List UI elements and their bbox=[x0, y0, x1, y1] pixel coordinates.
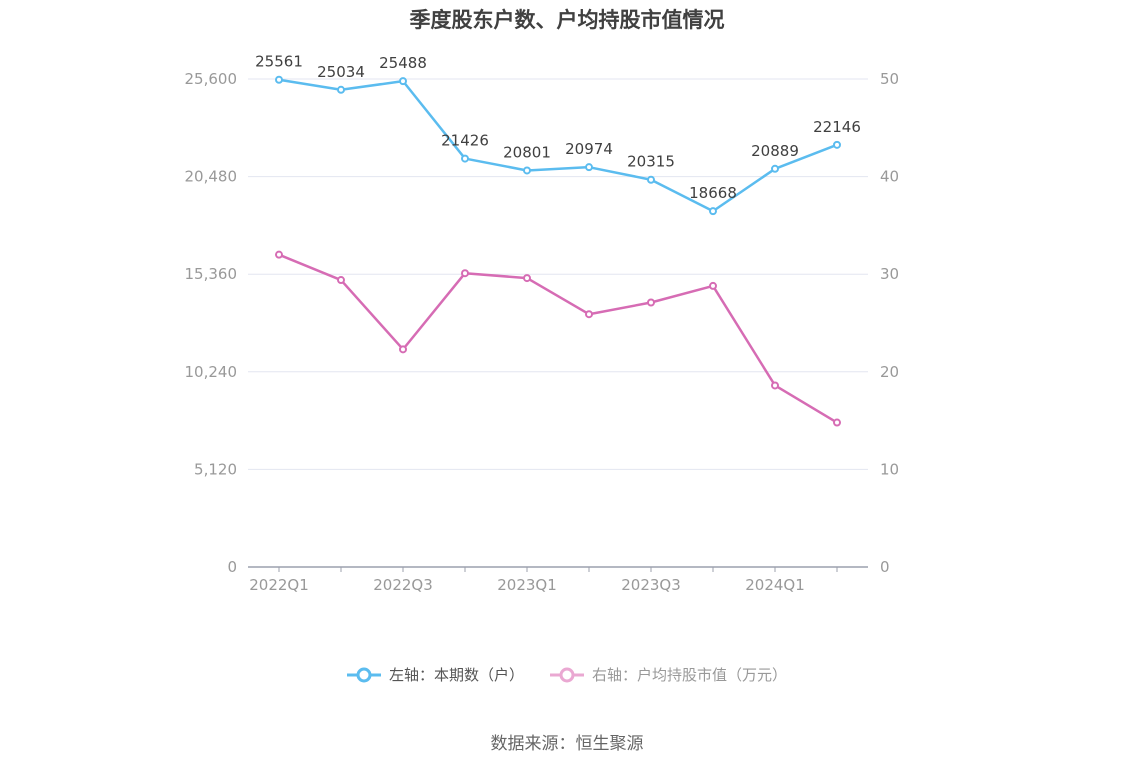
data-label: 22146 bbox=[813, 118, 861, 136]
chart-title: 季度股东户数、户均持股市值情况 bbox=[409, 8, 725, 32]
right-series-point bbox=[647, 298, 655, 307]
data-labels: 25561 25034 25488 21426 20801 20974 20315 18668… bbox=[255, 53, 861, 202]
legend-left-marker-icon bbox=[346, 667, 381, 682]
right-tick-label: 0 bbox=[880, 558, 890, 576]
data-label: 25034 bbox=[317, 63, 365, 81]
right-tick-label: 30 bbox=[880, 265, 899, 283]
right-tick-label: 20 bbox=[880, 363, 899, 381]
left-series-line bbox=[278, 78, 838, 213]
right-tick-label: 50 bbox=[880, 70, 899, 88]
left-series-point bbox=[709, 207, 717, 216]
left-tick-label: 20,480 bbox=[185, 168, 238, 186]
left-tick-label: 10,240 bbox=[185, 363, 238, 381]
data-label: 20801 bbox=[503, 143, 551, 161]
right-axis-ticks: 0 10 20 30 40 50 bbox=[880, 70, 899, 576]
right-series-point bbox=[337, 276, 345, 285]
data-label: 25561 bbox=[255, 53, 303, 71]
left-series-point bbox=[771, 164, 779, 173]
legend-item-left-series[interactable]: 左轴：本期数（户） bbox=[346, 664, 524, 685]
x-tick-label: 2022Q1 bbox=[249, 576, 309, 594]
left-series-point bbox=[275, 75, 283, 84]
right-series-line bbox=[278, 253, 838, 424]
data-label: 20889 bbox=[751, 142, 799, 160]
left-series-point bbox=[399, 77, 407, 86]
right-series-point bbox=[585, 310, 593, 319]
left-tick-label: 25,600 bbox=[185, 70, 238, 88]
data-label: 18668 bbox=[689, 184, 737, 202]
left-tick-label: 15,360 bbox=[185, 265, 238, 283]
data-label: 20974 bbox=[565, 140, 613, 158]
left-series-point bbox=[833, 140, 841, 149]
data-label: 21426 bbox=[441, 132, 489, 150]
x-tick-label: 2023Q1 bbox=[497, 576, 557, 594]
right-series-point bbox=[523, 274, 531, 283]
right-series-point bbox=[833, 418, 841, 427]
data-label: 20315 bbox=[627, 153, 675, 171]
x-tick-label: 2023Q3 bbox=[621, 576, 681, 594]
series-left bbox=[275, 75, 841, 216]
data-source: 数据来源：恒生聚源 bbox=[490, 734, 644, 754]
left-tick-label: 5,120 bbox=[194, 460, 237, 478]
grid-lines bbox=[248, 78, 868, 470]
legend-item-right-series[interactable]: 右轴：户均持股市值（万元） bbox=[550, 664, 787, 685]
left-series-point bbox=[585, 163, 593, 172]
x-axis: 2022Q1 2022Q3 2023Q1 2023Q3 2024Q1 bbox=[248, 566, 868, 594]
left-series-point bbox=[461, 154, 469, 163]
left-tick-label: 0 bbox=[227, 558, 237, 576]
series-right bbox=[275, 250, 841, 427]
legend-right-marker-icon bbox=[550, 667, 584, 682]
x-tick-label: 2022Q3 bbox=[373, 576, 433, 594]
right-tick-label: 10 bbox=[880, 460, 899, 478]
legend: 左轴：本期数（户） 右轴：户均持股市值（万元） bbox=[0, 664, 1134, 685]
right-series-point bbox=[399, 345, 407, 354]
chart-area: 0 5,120 10,240 15,360 20,480 25,600 0 10 20 30 40… bbox=[185, 53, 900, 594]
right-series-point bbox=[709, 281, 717, 290]
left-series-point bbox=[523, 166, 531, 175]
legend-right-label: 右轴：户均持股市值（万元） bbox=[592, 666, 788, 684]
left-series-point bbox=[647, 175, 655, 184]
right-series-point bbox=[461, 269, 469, 278]
data-label: 25488 bbox=[379, 54, 427, 72]
right-tick-label: 40 bbox=[880, 168, 899, 186]
left-axis-ticks: 0 5,120 10,240 15,360 20,480 25,600 bbox=[185, 70, 238, 576]
x-tick-label: 2024Q1 bbox=[745, 576, 805, 594]
left-series-point bbox=[337, 85, 345, 94]
legend-left-label: 左轴：本期数（户） bbox=[388, 666, 524, 684]
right-series-point bbox=[771, 381, 779, 390]
right-series-point bbox=[275, 250, 283, 259]
